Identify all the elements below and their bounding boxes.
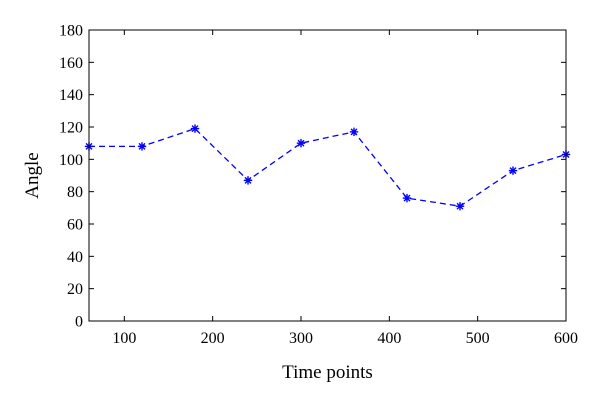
plot-area-frame: [88, 29, 567, 322]
series-line: [89, 127, 567, 207]
x-tick-label: 400: [377, 330, 401, 347]
data-point-marker: [402, 193, 412, 203]
y-tick-label: 180: [59, 23, 83, 40]
data-point-marker: [508, 166, 518, 175]
y-tick-label: 0: [75, 314, 83, 331]
x-tick-label: 300: [289, 330, 313, 347]
data-point-marker: [349, 127, 359, 137]
series-layer: [84, 124, 571, 211]
x-axis-ticks: 100 200 300 400 500 600: [112, 30, 578, 347]
y-axis-ticks: 0 20 40 60 80 100 120 140 160 180: [59, 23, 566, 331]
data-point-marker: [243, 176, 253, 185]
x-tick-label: 100: [112, 330, 136, 347]
x-tick-label: 200: [201, 330, 225, 347]
y-tick-label: 40: [67, 249, 83, 266]
y-axis-title: Angle: [22, 152, 43, 198]
y-tick-label: 120: [59, 120, 83, 137]
x-tick-label: 600: [554, 330, 578, 347]
data-point-marker: [455, 202, 465, 211]
y-tick-label: 140: [59, 87, 83, 104]
y-tick-label: 60: [67, 217, 83, 234]
data-point-marker: [190, 124, 200, 133]
x-axis-title: Time points: [282, 362, 373, 383]
x-tick-label: 500: [466, 330, 490, 347]
data-point-marker: [137, 142, 147, 151]
y-tick-label: 160: [59, 55, 83, 72]
y-tick-label: 80: [67, 184, 83, 201]
y-tick-label: 20: [67, 281, 83, 298]
y-tick-label: 100: [59, 152, 83, 169]
data-point-marker: [296, 138, 306, 148]
